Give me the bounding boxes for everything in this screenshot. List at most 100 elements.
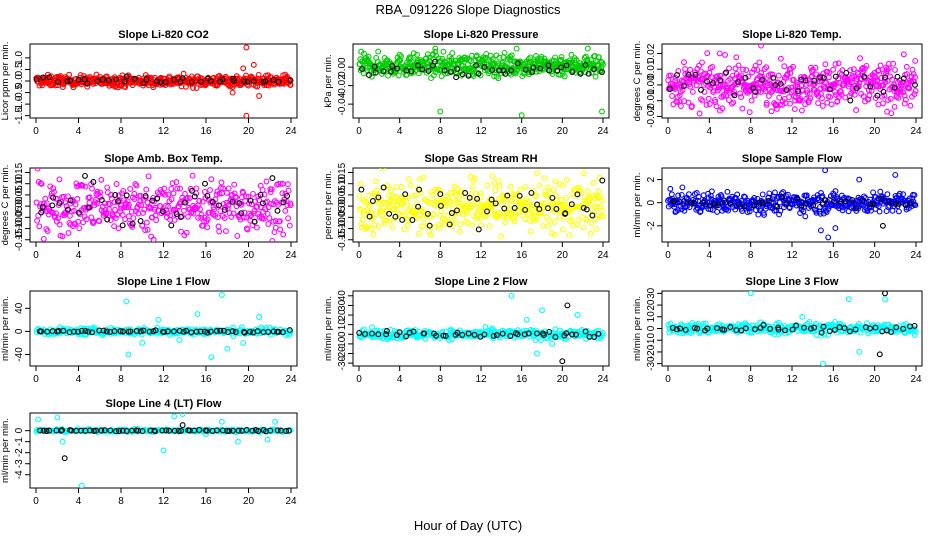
data-point [356, 193, 363, 200]
data-point [462, 190, 469, 196]
data-point [714, 208, 721, 215]
data-point [902, 202, 909, 209]
data-point [728, 85, 735, 91]
data-point [591, 66, 597, 73]
data-point [687, 83, 694, 90]
x-tick-label: 20 [243, 496, 255, 507]
data-point [122, 216, 129, 223]
data-point [207, 187, 213, 194]
data-point [817, 74, 824, 81]
data-point [268, 186, 275, 193]
data-point [105, 77, 112, 84]
data-point [755, 84, 762, 91]
data-point [782, 327, 788, 334]
data-point [89, 329, 96, 336]
y-axis-label: ml/min per min. [323, 296, 334, 361]
x-tick-label: 16 [516, 250, 528, 261]
data-point [143, 219, 150, 226]
data-point [511, 218, 518, 225]
data-point [85, 328, 92, 335]
y-tick-label: -0.15 [337, 228, 348, 251]
data-point [698, 96, 704, 103]
data-point [667, 185, 674, 192]
data-point [218, 292, 225, 298]
y-tick-label: 0.05 [337, 185, 348, 205]
data-point [149, 197, 156, 204]
data-point [767, 325, 774, 332]
y-tick-label: 0 [14, 427, 25, 433]
data-point [208, 354, 215, 361]
data-point [514, 331, 521, 338]
data-point [817, 332, 824, 339]
data-point [430, 211, 437, 218]
data-point [244, 78, 251, 85]
data-point [247, 328, 253, 335]
data-point [233, 194, 239, 201]
data-point [695, 193, 702, 200]
data-point [208, 176, 215, 183]
data-point [140, 327, 147, 334]
data-point [120, 187, 127, 194]
data-point [550, 186, 557, 193]
data-point [144, 226, 151, 233]
data-point [104, 216, 111, 223]
data-point [456, 57, 463, 64]
data-point [56, 221, 63, 228]
data-point [562, 210, 569, 217]
data-point [280, 231, 287, 238]
data-point [446, 221, 453, 228]
data-point [884, 191, 891, 198]
data-point [143, 186, 150, 193]
data-point [415, 230, 422, 237]
data-point [867, 83, 874, 90]
data-point [846, 328, 853, 335]
data-point [675, 192, 682, 199]
data-point [269, 175, 276, 182]
x-tick-label: 4 [397, 126, 403, 137]
x-tick-label: 12 [475, 250, 487, 261]
data-point [123, 73, 130, 80]
data-point [447, 199, 454, 206]
data-point [722, 51, 729, 58]
data-point [501, 49, 508, 56]
data-point [740, 66, 746, 73]
data-point [49, 202, 56, 209]
x-tick-label: 24 [285, 126, 297, 137]
data-point [840, 82, 847, 89]
data-point [40, 235, 47, 242]
data-point [277, 180, 284, 187]
data-point [404, 222, 411, 229]
data-point [425, 67, 432, 74]
data-point [213, 328, 220, 334]
data-point [137, 218, 144, 224]
x-tick-label: 16 [200, 374, 212, 385]
data-point [94, 200, 100, 207]
data-point [736, 73, 743, 80]
data-point [472, 190, 479, 197]
data-point [229, 89, 236, 96]
data-point [895, 94, 902, 101]
data-point [402, 191, 409, 198]
data-point [574, 191, 581, 198]
data-point [826, 86, 833, 93]
data-point [676, 92, 683, 99]
x-tick-label: 0 [33, 496, 39, 507]
data-point [544, 205, 551, 212]
y-tick-label: -10 [646, 333, 657, 348]
x-tick-label: 0 [33, 126, 39, 137]
data-point [375, 223, 382, 230]
data-point [815, 100, 822, 107]
data-point [731, 92, 738, 99]
data-point [415, 203, 422, 210]
data-point [143, 76, 150, 83]
data-point [739, 208, 746, 214]
data-point [142, 227, 149, 234]
data-point [680, 198, 687, 205]
data-point [159, 208, 166, 215]
data-point [855, 70, 862, 77]
data-point [44, 328, 51, 335]
data-point [98, 176, 105, 183]
data-point [698, 86, 704, 93]
data-point [108, 191, 114, 198]
data-point [250, 61, 257, 68]
